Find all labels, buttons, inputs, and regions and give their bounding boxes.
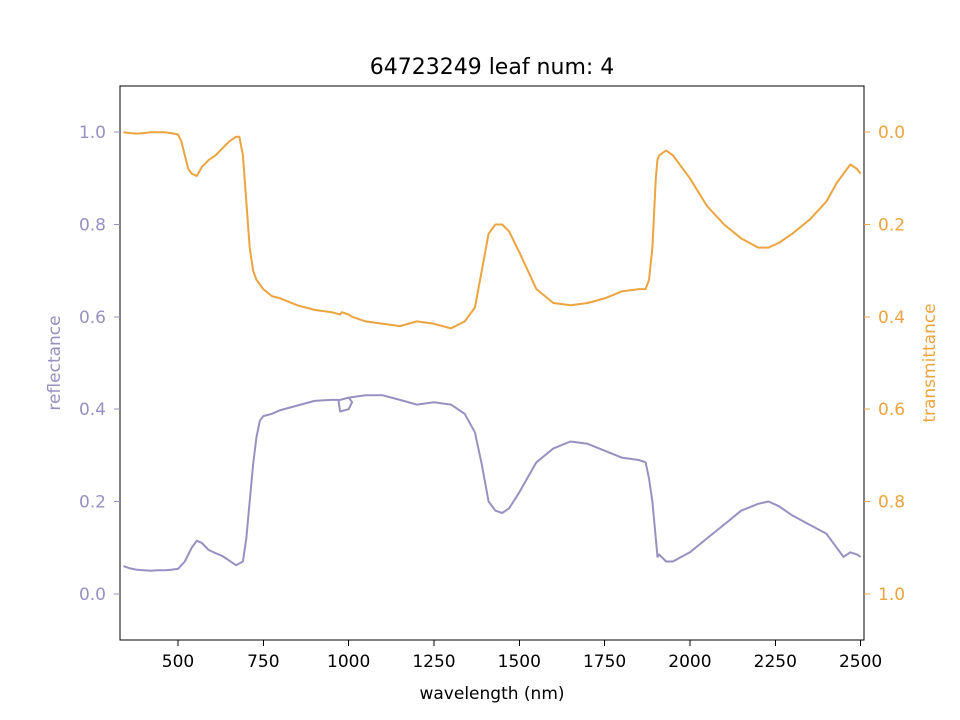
x-tick-label: 750 [247, 652, 279, 672]
plot-frame [119, 85, 865, 641]
x-tick-label: 2500 [839, 652, 882, 672]
right-tick-label: 0.2 [878, 216, 905, 236]
series-layer [123, 131, 862, 572]
x-axis-label: wavelength (nm) [419, 684, 564, 704]
left-tick-label: 0.2 [79, 493, 106, 513]
right-tick-label: 0.8 [878, 493, 905, 513]
left-tick-label: 0.6 [79, 308, 106, 328]
reflectance-line [123, 394, 862, 572]
chart-title: 64723249 leaf num: 4 [370, 55, 615, 80]
right-axis: 0.0 0.2 0.4 0.6 0.8 1.0 [864, 123, 905, 605]
left-axis: 0.0 0.2 0.4 0.6 0.8 1.0 [79, 123, 120, 605]
right-axis-label: transmittance [920, 303, 940, 422]
x-tick-label: 500 [162, 652, 194, 672]
left-axis-label: reflectance [45, 315, 65, 410]
x-tick-label: 2000 [668, 652, 711, 672]
right-tick-label: 0.4 [878, 308, 905, 328]
right-tick-label: 0.0 [878, 123, 905, 143]
plot-area [119, 85, 865, 641]
x-tick-label: 2250 [754, 652, 797, 672]
x-axis: 500 750 1000 1250 1500 1750 2000 2250 2500 [162, 640, 882, 672]
x-tick-label: 1750 [583, 652, 626, 672]
transmittance-line [123, 131, 862, 330]
left-tick-label: 0.0 [79, 585, 106, 605]
right-tick-label: 1.0 [878, 585, 905, 605]
x-tick-label: 1500 [498, 652, 541, 672]
x-tick-label: 1000 [327, 652, 370, 672]
left-tick-label: 0.8 [79, 216, 106, 236]
x-tick-label: 1250 [412, 652, 455, 672]
right-tick-label: 0.6 [878, 400, 905, 420]
left-tick-label: 1.0 [79, 123, 106, 143]
left-tick-label: 0.4 [79, 400, 106, 420]
